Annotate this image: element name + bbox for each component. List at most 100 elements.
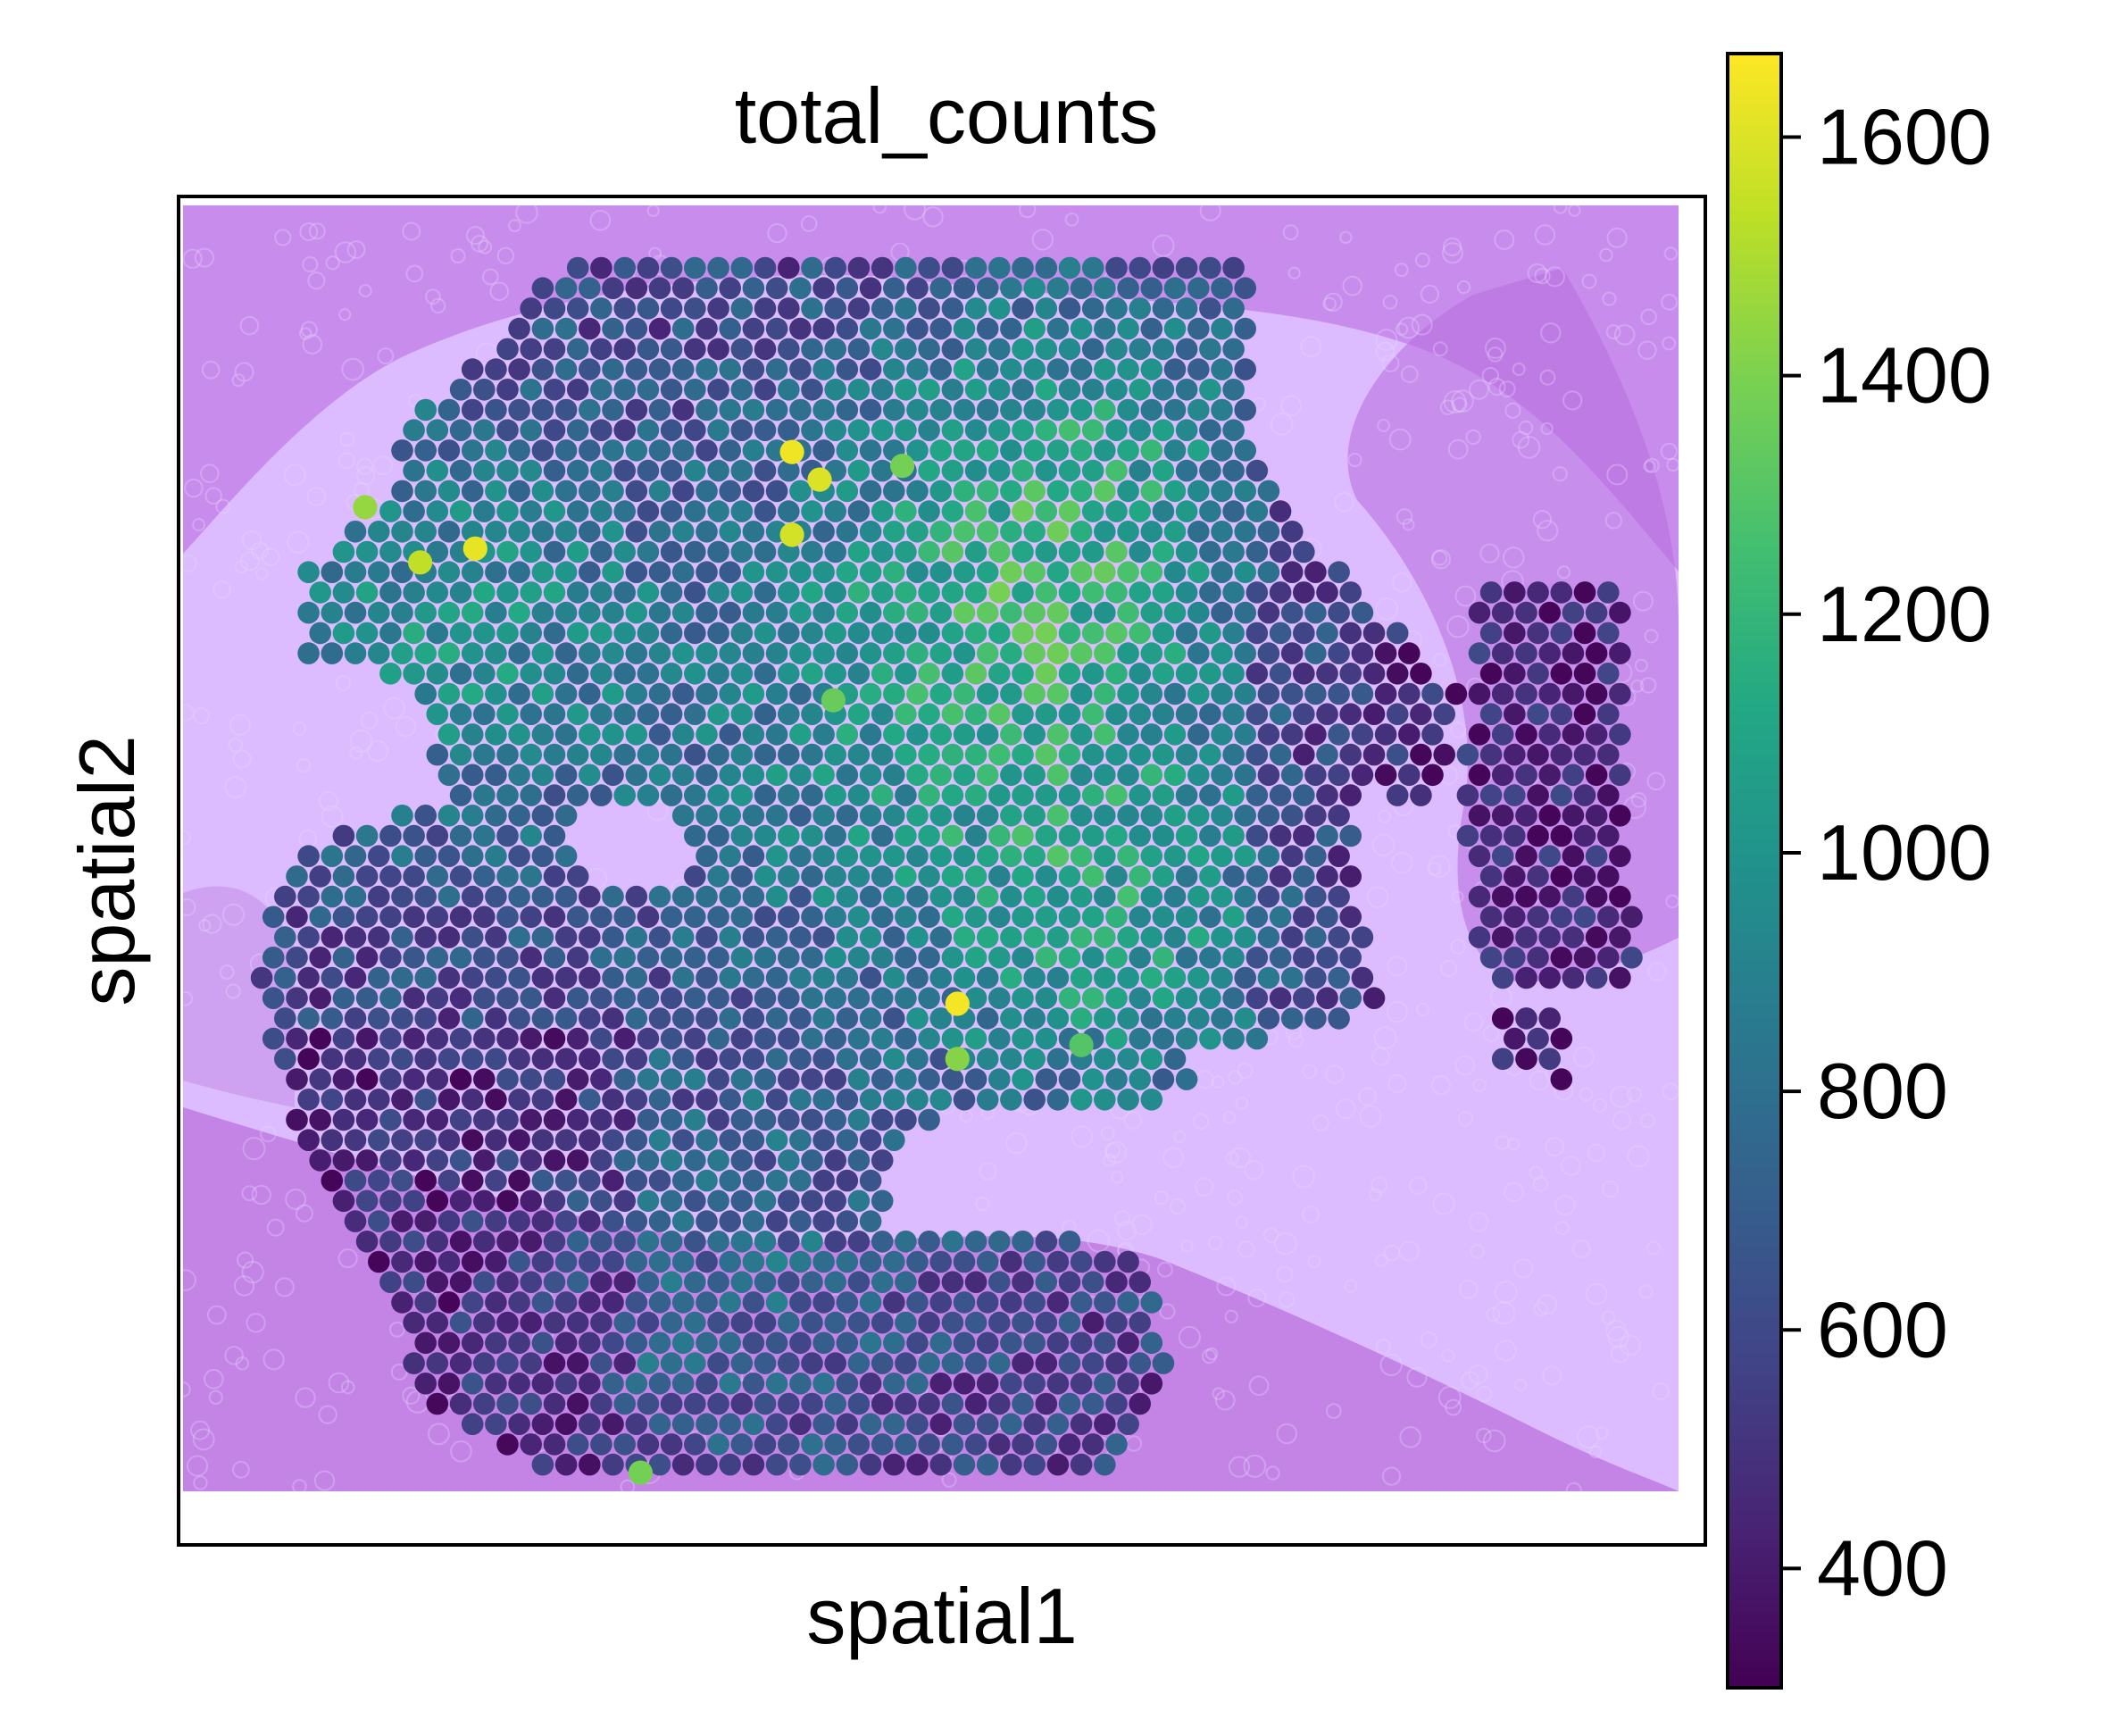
spot — [414, 439, 437, 462]
spot — [485, 682, 507, 705]
spot — [836, 439, 859, 462]
spot — [847, 256, 871, 280]
tissue-cell — [1512, 430, 1530, 449]
spot — [590, 784, 612, 806]
spot — [1550, 703, 1573, 725]
spot — [883, 277, 905, 300]
spot — [1280, 764, 1304, 787]
spot — [1000, 764, 1022, 787]
spot — [414, 642, 437, 664]
spot — [1129, 784, 1151, 806]
spot — [543, 703, 566, 725]
spot — [485, 723, 507, 746]
spot — [1000, 398, 1022, 421]
spot — [391, 1291, 413, 1314]
spot — [391, 1210, 413, 1232]
spot — [707, 703, 729, 725]
spot — [660, 256, 683, 280]
tissue-cell — [1544, 266, 1566, 288]
spot — [765, 966, 788, 989]
spot — [1187, 764, 1210, 787]
spot — [742, 398, 765, 421]
spot — [871, 824, 894, 847]
spot — [1456, 784, 1479, 806]
spot — [754, 581, 777, 604]
spot — [625, 682, 648, 705]
spot — [1222, 581, 1245, 604]
spot — [355, 1189, 379, 1213]
spot — [531, 966, 554, 989]
spot — [812, 845, 835, 867]
spot — [391, 642, 413, 664]
spot — [1491, 682, 1514, 705]
spot — [355, 1068, 379, 1090]
tissue-cell — [1652, 1382, 1670, 1400]
spot — [1163, 885, 1187, 908]
spot — [812, 764, 835, 787]
tissue-cell — [1533, 1301, 1548, 1316]
spot — [1129, 1027, 1151, 1050]
spot — [579, 1331, 601, 1355]
spot — [660, 1027, 683, 1050]
spot — [1573, 824, 1596, 847]
spot — [707, 1068, 729, 1090]
spot — [1504, 906, 1526, 929]
spot — [929, 480, 952, 503]
spot — [403, 1068, 425, 1090]
spot — [824, 743, 846, 766]
spot — [871, 338, 894, 361]
spot — [859, 805, 882, 827]
tissue-cell — [296, 757, 312, 773]
spot — [1527, 663, 1549, 685]
tissue-cell — [1476, 1427, 1492, 1444]
spot — [895, 743, 917, 766]
spot — [613, 947, 636, 969]
spot — [473, 663, 496, 685]
spot — [1222, 906, 1245, 929]
spot — [1094, 682, 1116, 705]
spot — [964, 1027, 987, 1050]
spot — [1105, 865, 1128, 888]
tissue-cell — [1592, 1098, 1607, 1113]
tissue-cell — [1545, 1137, 1565, 1157]
spot — [485, 1169, 507, 1192]
spot — [976, 1250, 999, 1273]
spot — [1187, 521, 1210, 543]
spot — [778, 1352, 800, 1374]
spot — [543, 1149, 566, 1172]
spot — [414, 1250, 437, 1273]
spot — [485, 1413, 507, 1435]
spot — [1398, 642, 1421, 664]
spot — [742, 1169, 765, 1192]
spot — [1468, 885, 1491, 908]
spot — [895, 540, 917, 563]
spot — [485, 1250, 507, 1273]
spot — [730, 622, 754, 645]
spot — [1234, 723, 1256, 746]
spot — [789, 682, 812, 705]
spot — [602, 885, 624, 908]
spot — [941, 500, 964, 522]
spot — [473, 1271, 496, 1293]
tissue-cell — [620, 1479, 636, 1491]
spot — [1211, 480, 1233, 503]
spot — [660, 1189, 683, 1213]
spot — [895, 297, 917, 320]
spot — [824, 622, 846, 645]
spot — [414, 480, 437, 503]
spot — [730, 1231, 754, 1253]
spot — [812, 277, 835, 300]
spot — [778, 663, 800, 685]
spot — [1222, 987, 1245, 1009]
spot — [719, 1210, 741, 1232]
spot — [543, 865, 566, 888]
spot — [461, 966, 484, 989]
spot — [508, 723, 530, 746]
spot — [579, 561, 601, 583]
spot — [1058, 500, 1081, 522]
spot — [1328, 764, 1350, 787]
spot — [1070, 1250, 1093, 1273]
spot — [696, 1250, 718, 1273]
tissue-cell — [1312, 1114, 1329, 1131]
spot — [895, 987, 917, 1009]
